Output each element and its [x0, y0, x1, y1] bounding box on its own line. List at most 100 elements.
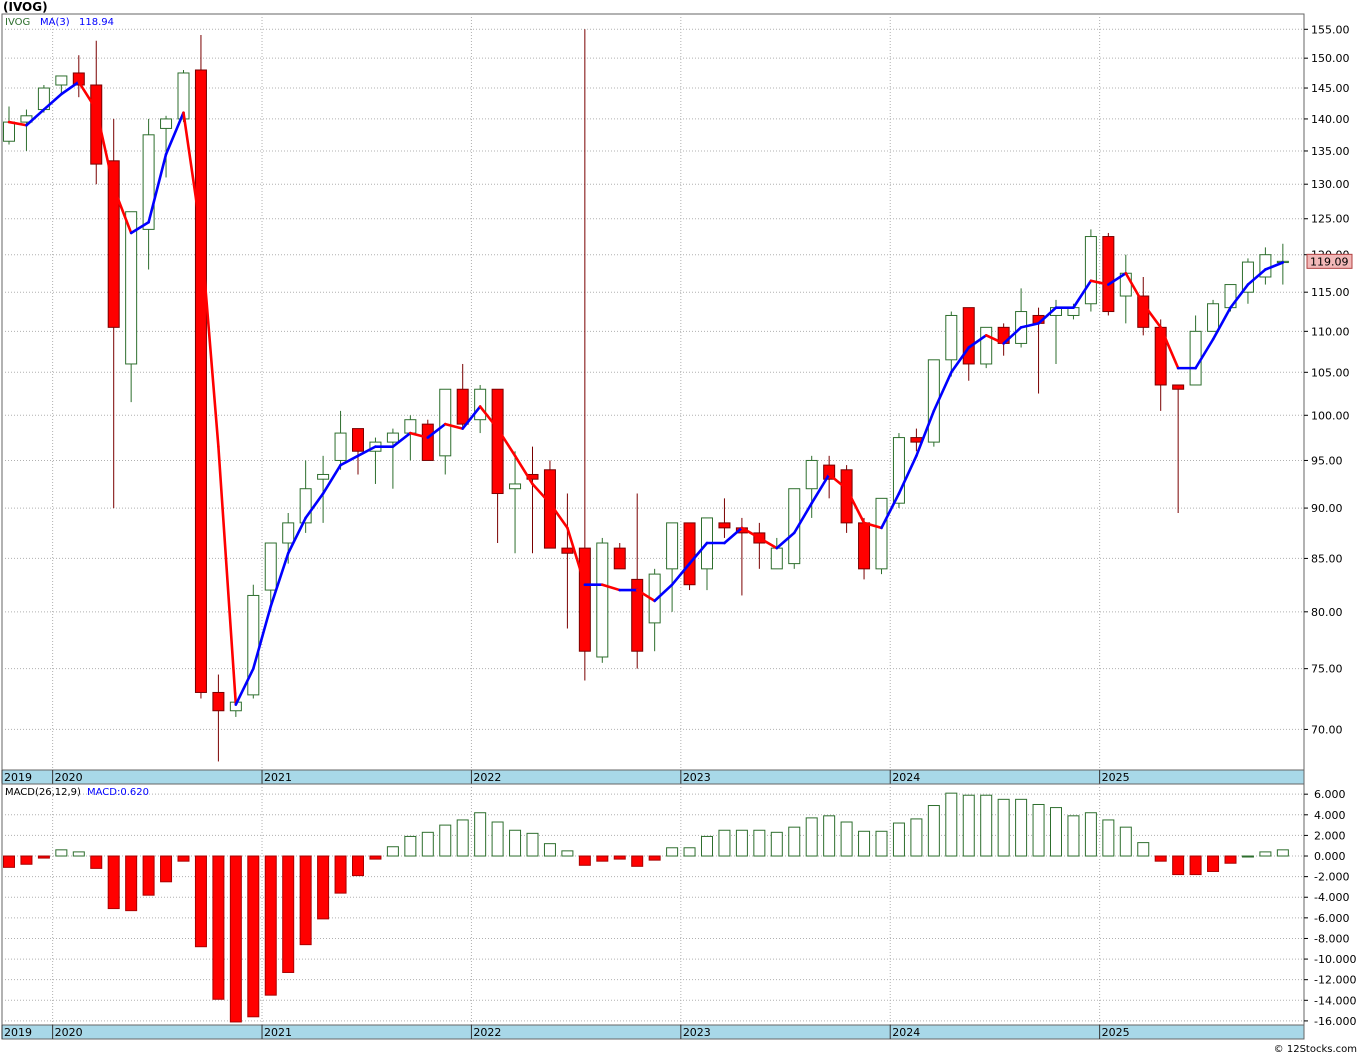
- candle: [980, 326, 993, 369]
- macd-bar: [264, 855, 277, 996]
- ma-segment: [391, 431, 412, 448]
- ma-segment: [513, 454, 534, 486]
- ma-segment: [286, 516, 307, 555]
- macd-bar: [55, 849, 68, 857]
- ma-segment: [182, 111, 203, 235]
- macd-bar: [910, 818, 923, 857]
- ma-segment: [199, 231, 220, 448]
- ma-segment: [7, 120, 28, 127]
- price-y-tick-label: 90.00: [1311, 502, 1343, 515]
- macd-bar: [1084, 812, 1097, 857]
- candle: [421, 419, 434, 461]
- candle: [439, 388, 452, 475]
- candle: [596, 537, 609, 663]
- macd-bar: [37, 855, 50, 859]
- candle: [142, 118, 155, 270]
- macd-bar: [282, 855, 295, 973]
- candle: [945, 311, 958, 377]
- ma-segment: [1194, 338, 1215, 370]
- candle: [1259, 247, 1272, 285]
- ma-segment: [827, 473, 848, 491]
- price-y-tick-label: 70.00: [1311, 723, 1343, 736]
- ma-segment: [548, 501, 569, 530]
- candle: [474, 384, 487, 434]
- candle: [491, 388, 504, 544]
- price-y-tick-label: 125.00: [1311, 213, 1350, 226]
- ma-segment: [60, 80, 81, 96]
- macd-y-tick-label: -14.000: [1314, 994, 1356, 1007]
- macd-x-tick-label: 2020: [55, 1026, 83, 1039]
- macd-x-tick-label: 2024: [892, 1026, 920, 1039]
- ma-segment: [339, 454, 360, 467]
- macd-bar: [753, 829, 766, 857]
- last-price-tag: 119.09: [1306, 253, 1353, 269]
- macd-histogram: [3, 792, 1289, 1023]
- macd-bar: [1015, 798, 1028, 857]
- candle: [1102, 232, 1115, 316]
- price-y-tick-label: 100.00: [1311, 409, 1350, 422]
- macd-bar: [194, 855, 207, 948]
- macd-bar: [404, 835, 417, 857]
- price-y-tick-label: 75.00: [1311, 663, 1343, 676]
- candle: [613, 543, 626, 570]
- ma-legend-label: MA(3): [40, 17, 70, 28]
- candle: [194, 34, 207, 699]
- macd-bar: [474, 812, 487, 857]
- ma-segment: [775, 531, 796, 550]
- macd-y-tick-label: -2.000: [1314, 871, 1349, 884]
- macd-bar: [1050, 807, 1062, 857]
- macd-x-axis: 2019 2020 2021 2022 2023 2024 2025: [1, 1025, 1130, 1039]
- macd-x-tick-label: 2025: [1102, 1026, 1130, 1039]
- price-y-tick-label: 140.00: [1311, 113, 1350, 126]
- ma-segment: [409, 431, 430, 439]
- candle: [509, 451, 522, 554]
- candle: [788, 488, 801, 569]
- macd-bar: [980, 794, 993, 857]
- macd-bar: [788, 826, 801, 857]
- macd-y-tick-label: -12.000: [1314, 974, 1356, 987]
- ma-segment: [129, 220, 150, 235]
- ma-segment: [1019, 322, 1040, 329]
- price-x-tick-label: 2021: [264, 771, 292, 784]
- ma-segment: [1229, 283, 1250, 309]
- ma-segment: [217, 445, 238, 706]
- macd-y-tick-label: 4.000: [1314, 809, 1346, 822]
- candle: [72, 55, 85, 98]
- price-y-tick-label: 85.00: [1311, 552, 1343, 565]
- candle: [264, 542, 277, 612]
- macd-bar: [72, 851, 85, 857]
- macd-y-tick-label: 6.000: [1314, 788, 1346, 801]
- macd-bar: [421, 831, 434, 857]
- candle: [212, 674, 225, 762]
- macd-bar: [578, 855, 591, 866]
- candle: [55, 75, 68, 95]
- macd-bar: [1102, 819, 1115, 857]
- macd-bar: [561, 850, 574, 857]
- macd-bar: [1172, 855, 1185, 876]
- macd-y-tick-label: -6.000: [1314, 912, 1349, 925]
- ma-segment: [967, 334, 988, 349]
- macd-bar: [683, 847, 696, 857]
- ma-segment: [740, 526, 761, 540]
- ma-segment: [984, 334, 1005, 345]
- ma-segment: [461, 405, 482, 430]
- macd-y-tick-label: 2.000: [1314, 829, 1346, 842]
- ma-segment: [653, 583, 674, 603]
- candle: [317, 455, 330, 523]
- ma-segment: [566, 526, 587, 587]
- candle: [805, 455, 818, 518]
- price-y-axis: 155.00 150.00 145.00 140.00 135.00 130.00 125.…: [1304, 23, 1350, 736]
- candle: [875, 497, 888, 575]
- macd-bar: [247, 855, 260, 1018]
- macd-bar: [1067, 815, 1080, 857]
- macd-bar: [229, 855, 242, 1023]
- macd-bar: [526, 832, 539, 857]
- candle: [578, 29, 591, 681]
- candle: [631, 493, 644, 669]
- ma-segment: [1072, 279, 1093, 309]
- ma-segment: [915, 409, 936, 458]
- macd-bar: [927, 805, 940, 857]
- ma-segment: [94, 108, 115, 189]
- ma-segment: [862, 521, 883, 530]
- price-y-tick-label: 115.00: [1311, 286, 1350, 299]
